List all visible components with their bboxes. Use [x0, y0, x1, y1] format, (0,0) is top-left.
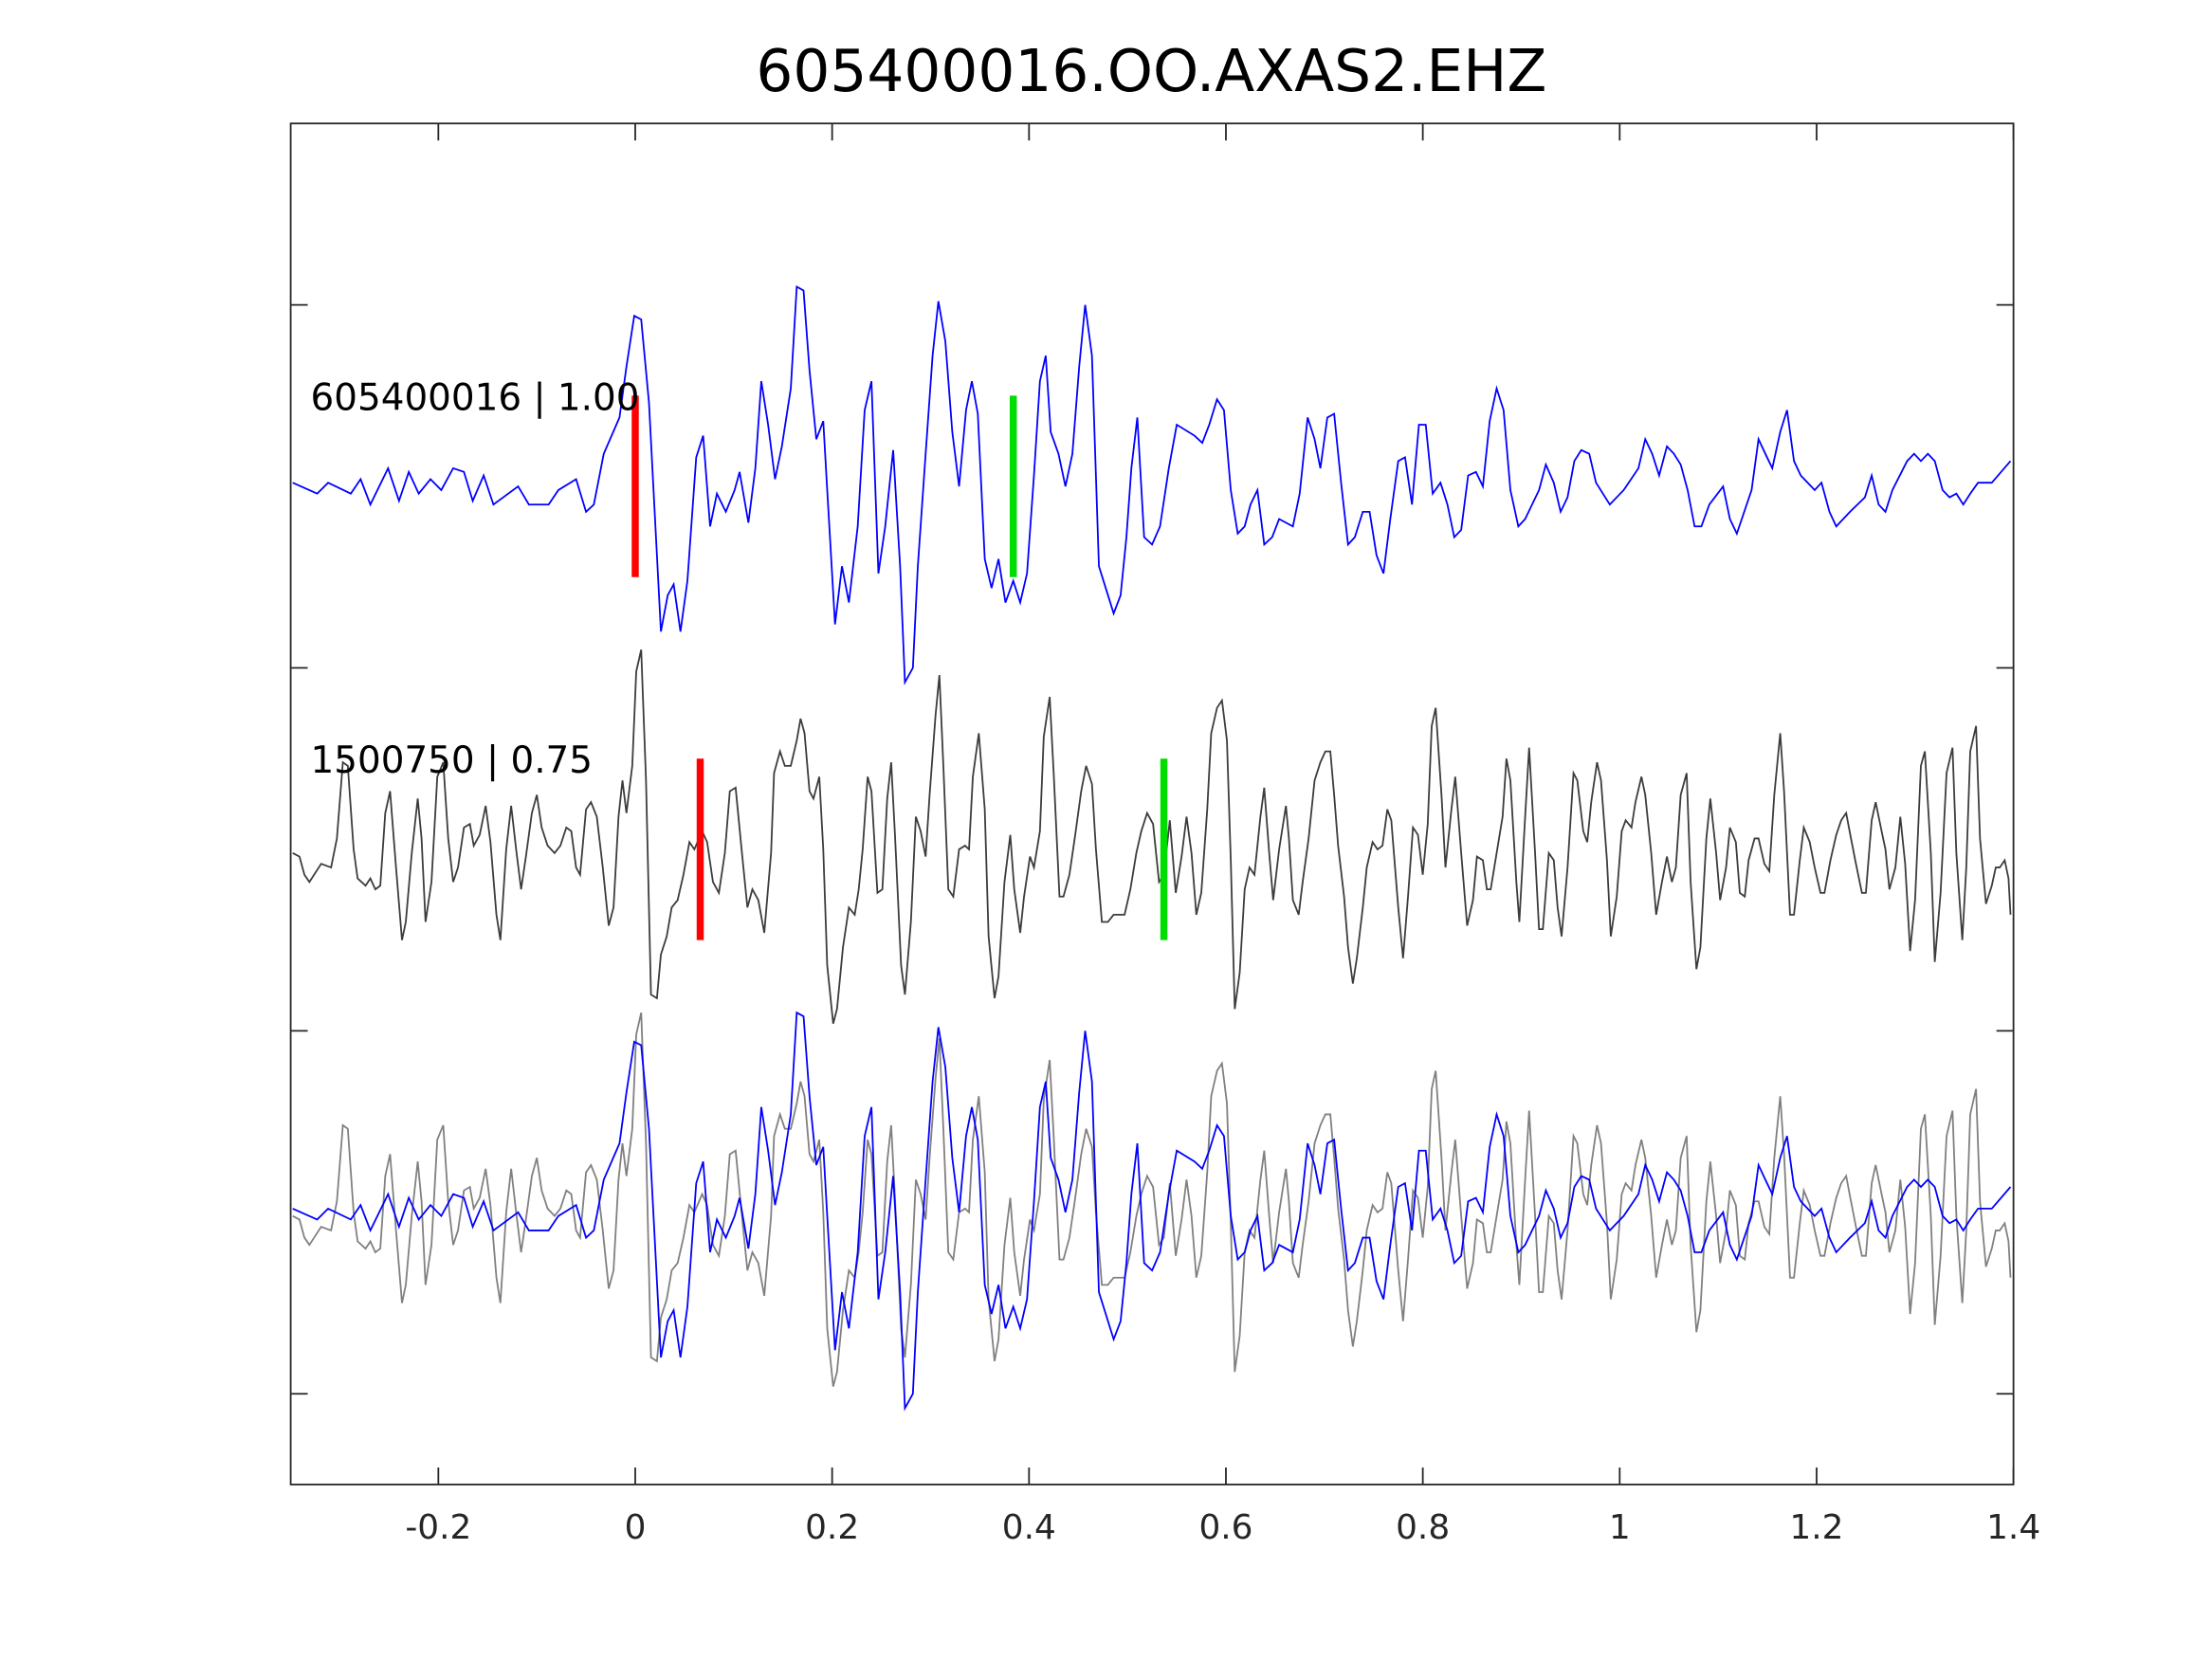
x-tick-label: 0.8 [1396, 1508, 1450, 1547]
trace-1500750-overlay [292, 1012, 2012, 1387]
x-tick-label: 0 [625, 1508, 647, 1547]
plot-area: 605400016 | 1.00 1500750 | 0.75 [292, 285, 2012, 1412]
chart-title: 605400016.OO.AXAS2.EHZ [756, 38, 1546, 105]
trace-605400016-overlay [292, 1011, 2012, 1412]
x-tick-label: 1.2 [1789, 1508, 1843, 1547]
axes-box [289, 122, 2015, 1486]
axis-ticks: -0.2 0 0.2 0.4 0.6 0.8 1 1.2 1.4 [290, 123, 2040, 1547]
x-tick-label: 1.4 [1986, 1508, 2040, 1547]
trace-1500750 [292, 649, 2012, 1024]
x-tick-label: 0.6 [1198, 1508, 1252, 1547]
x-tick-label: -0.2 [405, 1508, 471, 1547]
trace-605400016 [292, 285, 2012, 686]
x-tick-label: 1 [1609, 1508, 1631, 1547]
x-tick-label: 0.4 [1002, 1508, 1056, 1547]
x-tick-label: 0.2 [805, 1508, 859, 1547]
trace-label: 605400016 | 1.00 [311, 376, 640, 419]
trace-label: 1500750 | 0.75 [311, 739, 594, 782]
